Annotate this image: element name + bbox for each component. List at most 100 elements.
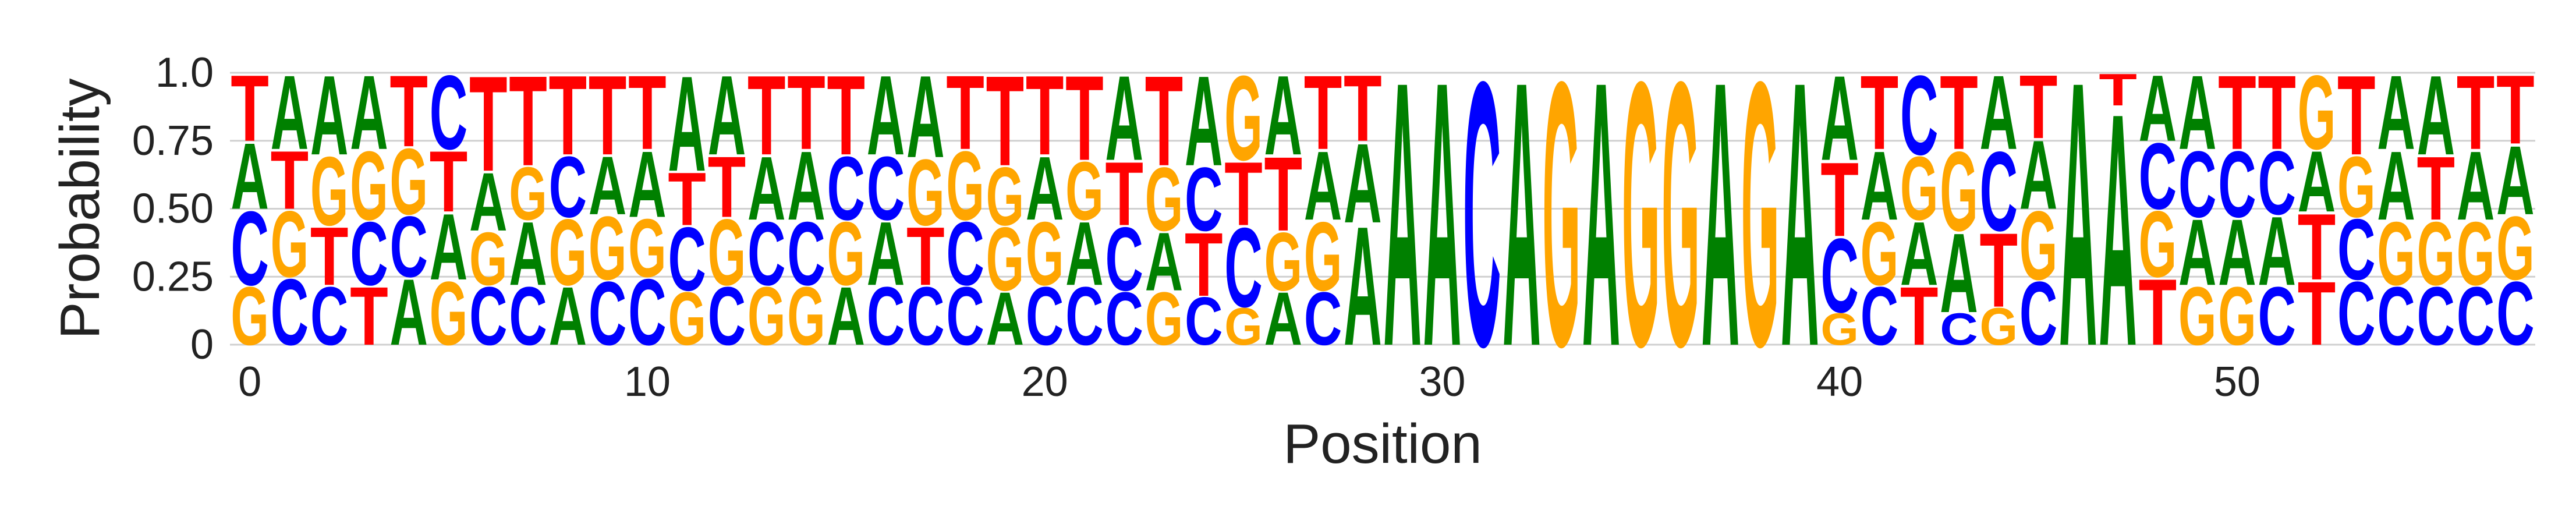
letter-C-pos-9-0: C bbox=[589, 263, 627, 364]
letter-C-pos-16-2: C bbox=[867, 138, 905, 239]
letter-G-pos-18-2: G bbox=[946, 131, 984, 241]
letter-C-pos-57-0: C bbox=[2496, 263, 2535, 364]
letter-T-pos-21-3: T bbox=[1065, 51, 1104, 186]
letter-A-pos-8-0: A bbox=[549, 270, 587, 363]
letter-T-pos-5-2: T bbox=[430, 133, 468, 231]
letter-G-pos-48-1: G bbox=[2139, 192, 2177, 298]
letter-C-pos-15-2: C bbox=[827, 138, 866, 239]
letter-A-pos-42-1: A bbox=[1900, 203, 1939, 304]
letter-C-pos-12-0: C bbox=[708, 270, 746, 363]
letter-C-pos-44-2: C bbox=[1980, 129, 2018, 256]
letter-C-pos-3-1: C bbox=[350, 203, 388, 304]
letter-C-pos-22-0: C bbox=[1105, 277, 1143, 361]
letter-T-pos-45-3: T bbox=[2019, 56, 2058, 158]
letter-C-pos-8-2: C bbox=[549, 139, 587, 236]
letter-G-pos-5-0: G bbox=[430, 263, 468, 364]
letter-C-pos-20-0: C bbox=[1026, 270, 1064, 363]
letter-A-pos-54-3: A bbox=[2377, 54, 2415, 172]
letter-C-pos-53-1: C bbox=[2337, 201, 2376, 299]
letter-C-pos-0-1: C bbox=[231, 190, 269, 307]
letter-A-pos-9-2: A bbox=[589, 140, 627, 232]
letter-G-pos-1-1: G bbox=[271, 192, 309, 298]
letter-A-pos-1-3: A bbox=[271, 54, 309, 172]
letter-A-pos-41-2: A bbox=[1861, 130, 1899, 240]
letter-G-pos-19-1: G bbox=[986, 208, 1025, 310]
letter-A-pos-29-0: A bbox=[1383, 4, 1422, 426]
letter-T-pos-13-3: T bbox=[747, 52, 786, 179]
letter-T-pos-50-3: T bbox=[2218, 53, 2256, 171]
letter-G-pos-57-1: G bbox=[2496, 197, 2535, 299]
letter-A-pos-6-2: A bbox=[469, 156, 508, 249]
letter-C-pos-27-0: C bbox=[1304, 277, 1342, 361]
letter-T-pos-42-0: T bbox=[1900, 270, 1939, 362]
letter-T-pos-41-3: T bbox=[1861, 53, 1899, 171]
letter-G-pos-49-0: G bbox=[2178, 270, 2217, 363]
letter-T-pos-25-2: T bbox=[1224, 144, 1263, 245]
letter-G-pos-15-1: G bbox=[827, 203, 866, 305]
letter-C-pos-43-0: C bbox=[1940, 303, 1978, 354]
letter-T-pos-15-3: T bbox=[827, 52, 866, 179]
letter-T-pos-7-3: T bbox=[509, 49, 547, 193]
letter-G-pos-26-1: G bbox=[1264, 215, 1303, 309]
x-axis-label: Position bbox=[1283, 413, 1482, 475]
letter-A-pos-48-3: A bbox=[2139, 55, 2177, 161]
letter-A-pos-40-3: A bbox=[1820, 51, 1859, 186]
letter-T-pos-1-2: T bbox=[271, 134, 309, 226]
letter-C-pos-16-0: C bbox=[867, 270, 905, 363]
letter-G-pos-20-1: G bbox=[1026, 203, 1064, 305]
letter-A-pos-11-3: A bbox=[668, 48, 706, 200]
y-tick-label-0: 0 bbox=[190, 321, 214, 368]
letter-G-pos-54-1: G bbox=[2377, 203, 2415, 305]
letter-C-pos-7-0: C bbox=[509, 270, 547, 363]
letter-C-pos-14-1: C bbox=[787, 203, 825, 304]
letter-A-pos-54-2: A bbox=[2377, 130, 2415, 240]
letter-A-pos-44-3: A bbox=[1980, 54, 2018, 172]
letter-G-pos-35-0: G bbox=[1622, 3, 1660, 426]
letter-T-pos-19-3: T bbox=[986, 49, 1025, 193]
letter-A-pos-52-2: A bbox=[2298, 133, 2336, 231]
letter-C-pos-51-2: C bbox=[2258, 132, 2296, 233]
x-tick-label-4: 40 bbox=[1816, 359, 1863, 405]
letter-A-pos-50-1: A bbox=[2218, 199, 2256, 305]
letter-A-pos-16-1: A bbox=[867, 203, 905, 304]
letter-C-pos-50-2: C bbox=[2218, 132, 2256, 237]
x-tick-label-1: 10 bbox=[624, 359, 671, 405]
letter-C-pos-24-0: C bbox=[1185, 284, 1223, 360]
letter-A-pos-49-3: A bbox=[2178, 54, 2217, 172]
letter-T-pos-52-1: T bbox=[2298, 195, 2336, 300]
letter-G-pos-6-1: G bbox=[469, 217, 508, 302]
letter-T-pos-18-3: T bbox=[946, 53, 984, 171]
letter-T-pos-10-3: T bbox=[628, 53, 667, 171]
letter-T-pos-23-3: T bbox=[1145, 49, 1184, 193]
letter-T-pos-27-3: T bbox=[1304, 53, 1342, 171]
letter-C-pos-42-3: C bbox=[1900, 53, 1939, 179]
letter-G-pos-21-2: G bbox=[1065, 144, 1104, 238]
letter-A-pos-32-0: A bbox=[1503, 4, 1541, 426]
letter-stacks: GCATCGTACTGATCGAACGTGATCCGATCAGTAGCTCGAT… bbox=[231, 3, 2534, 426]
letter-A-pos-13-2: A bbox=[747, 138, 786, 239]
letter-G-pos-23-0: G bbox=[1145, 277, 1184, 362]
letter-C-pos-2-0: C bbox=[310, 270, 349, 363]
letter-G-pos-19-2: G bbox=[986, 150, 1025, 243]
letter-A-pos-26-3: A bbox=[1264, 53, 1303, 179]
letter-C-pos-31-0: C bbox=[1463, 4, 1501, 426]
letter-C-pos-54-0: C bbox=[2377, 270, 2415, 363]
letter-A-pos-19-0: A bbox=[986, 277, 1025, 361]
letter-T-pos-2-1: T bbox=[310, 210, 349, 302]
letter-T-pos-20-3: T bbox=[1026, 52, 1064, 179]
letter-A-pos-3-3: A bbox=[350, 54, 388, 172]
letter-T-pos-11-2: T bbox=[668, 157, 706, 242]
letter-G-pos-11-0: G bbox=[668, 277, 706, 362]
letter-G-pos-9-1: G bbox=[589, 197, 627, 299]
x-tick-label-5: 50 bbox=[2214, 359, 2260, 405]
letter-A-pos-57-2: A bbox=[2496, 125, 2535, 235]
letter-A-pos-43-1: A bbox=[1940, 211, 1978, 337]
letter-C-pos-45-0: C bbox=[2019, 263, 2058, 364]
y-tick-label-2: 0.50 bbox=[132, 186, 214, 232]
letter-C-pos-11-1: C bbox=[668, 208, 706, 309]
letter-T-pos-0-3: T bbox=[231, 56, 269, 161]
letter-T-pos-3-0: T bbox=[350, 270, 388, 362]
letter-C-pos-53-0: C bbox=[2337, 263, 2376, 364]
letter-T-pos-4-3: T bbox=[389, 54, 428, 168]
letter-A-pos-20-2: A bbox=[1026, 138, 1064, 239]
